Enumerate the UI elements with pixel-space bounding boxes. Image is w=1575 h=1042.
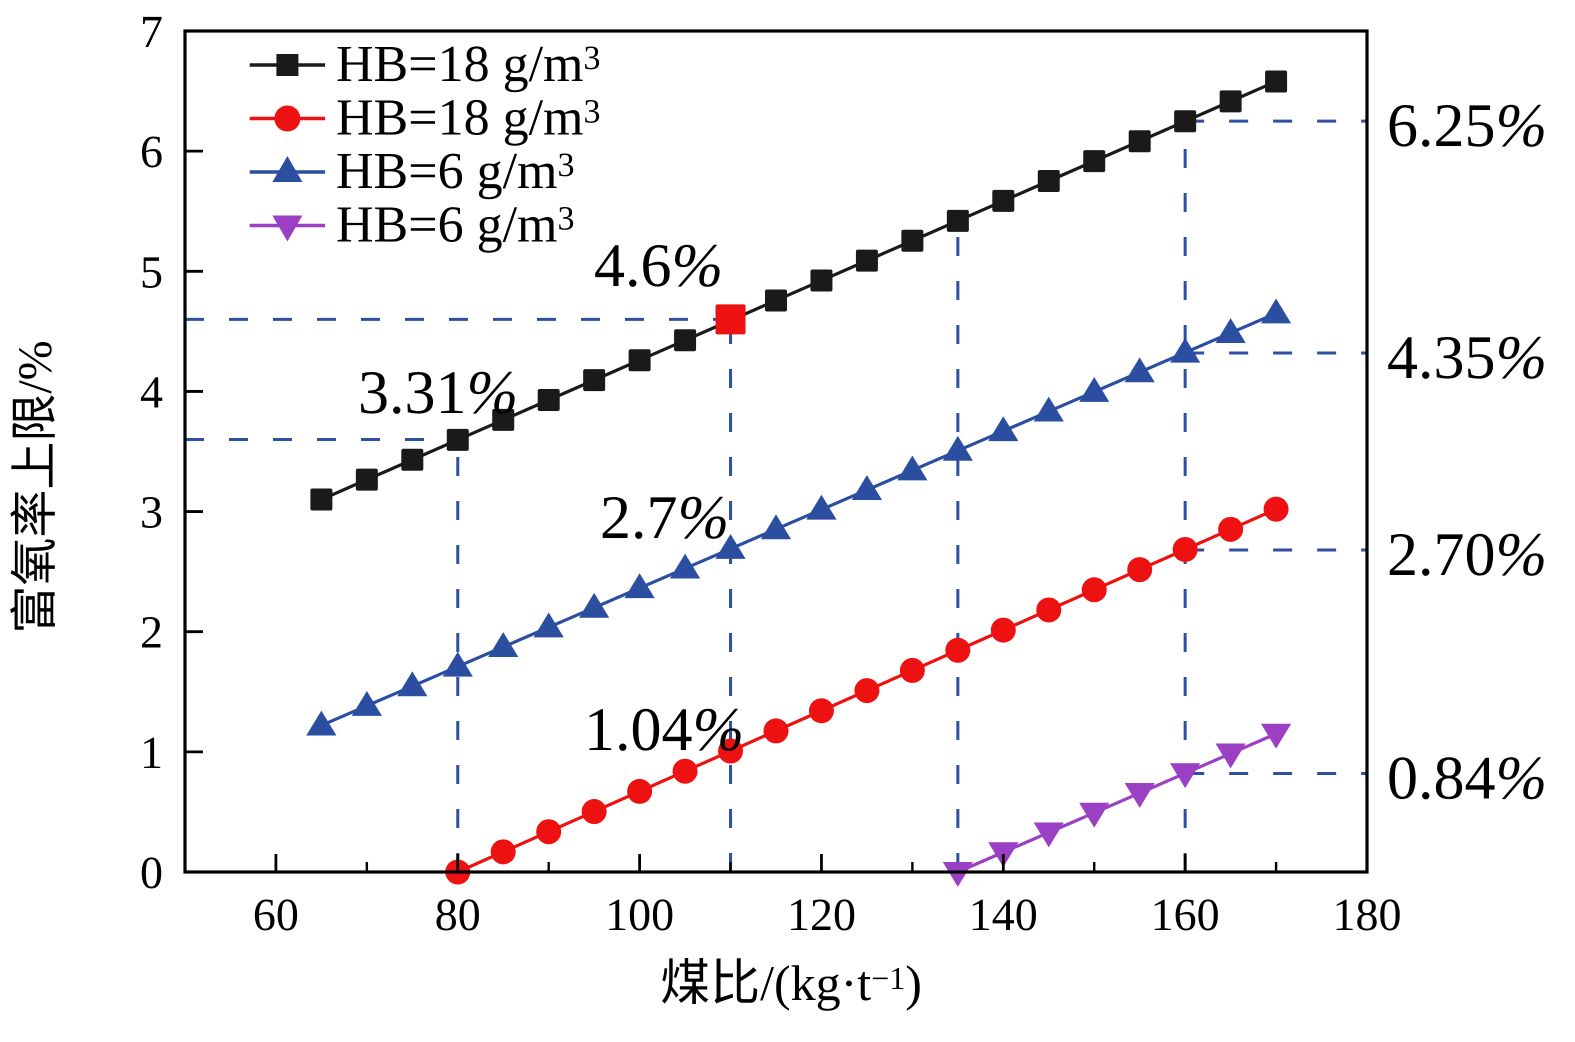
svg-text:煤比/(kg·t−1): 煤比/(kg·t−1) — [660, 955, 922, 1011]
svg-text:7: 7 — [140, 6, 163, 57]
svg-text:3.31%: 3.31% — [358, 359, 518, 427]
svg-text:6.25%: 6.25% — [1387, 92, 1547, 160]
svg-text:6: 6 — [140, 126, 163, 177]
svg-text:120: 120 — [787, 889, 856, 940]
svg-text:0.84%: 0.84% — [1387, 744, 1547, 812]
svg-text:3: 3 — [140, 487, 163, 538]
svg-text:1.04%: 1.04% — [584, 696, 744, 764]
svg-text:60: 60 — [253, 889, 299, 940]
svg-text:80: 80 — [435, 889, 481, 940]
svg-text:HB=18 g/m3: HB=18 g/m3 — [336, 90, 600, 147]
svg-text:0: 0 — [140, 847, 163, 898]
svg-text:2.70%: 2.70% — [1387, 521, 1547, 589]
svg-text:HB=18 g/m3: HB=18 g/m3 — [336, 36, 600, 93]
svg-text:4.35%: 4.35% — [1387, 324, 1547, 392]
svg-text:2: 2 — [140, 607, 163, 658]
svg-text:富氧率上限/%: 富氧率上限/% — [9, 340, 62, 633]
svg-text:4: 4 — [140, 366, 163, 417]
svg-text:4.6%: 4.6% — [594, 232, 723, 300]
svg-text:5: 5 — [140, 246, 163, 297]
svg-text:2.7%: 2.7% — [600, 484, 729, 552]
svg-text:160: 160 — [1151, 889, 1220, 940]
svg-text:100: 100 — [605, 889, 674, 940]
svg-text:HB=6 g/m3: HB=6 g/m3 — [336, 197, 574, 254]
svg-text:180: 180 — [1333, 889, 1402, 940]
svg-text:1: 1 — [140, 727, 163, 778]
svg-text:HB=6 g/m3: HB=6 g/m3 — [336, 143, 574, 200]
svg-text:140: 140 — [969, 889, 1038, 940]
